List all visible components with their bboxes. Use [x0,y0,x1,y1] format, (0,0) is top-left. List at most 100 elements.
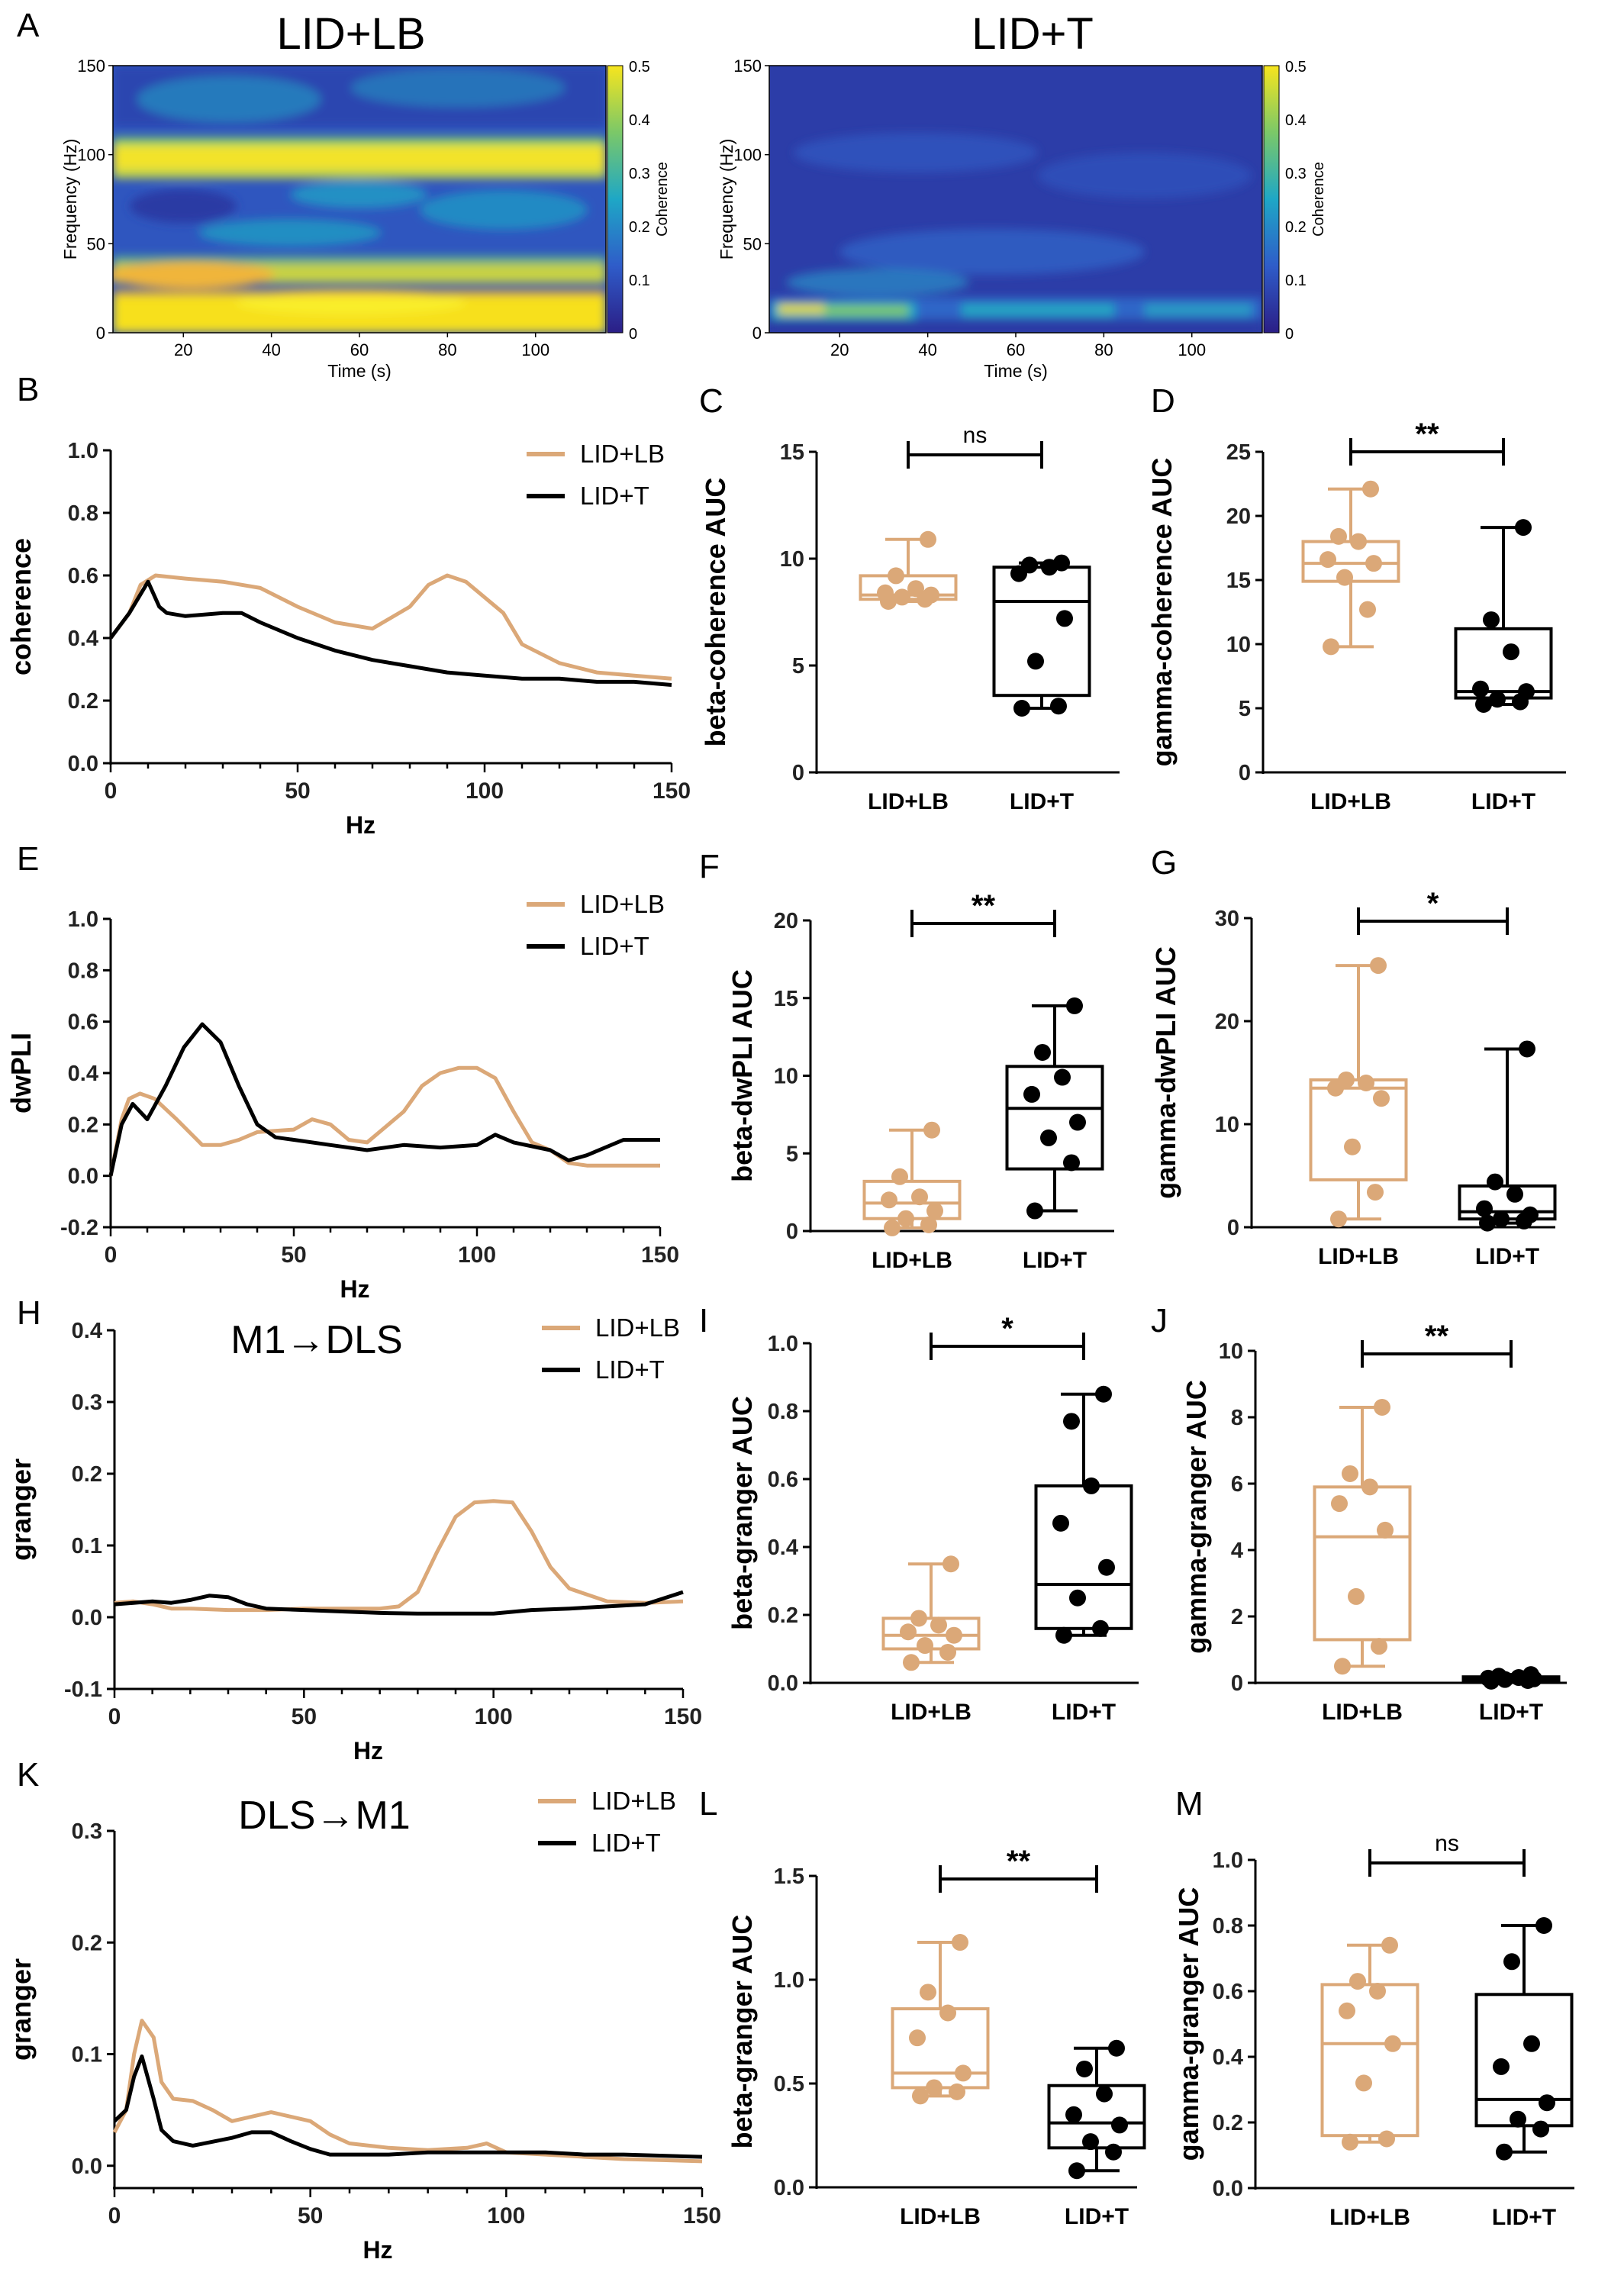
data-point [1359,601,1376,618]
data-point [910,1610,927,1627]
spec-ytick-label: 100 [77,146,105,165]
x-tick-label: 50 [292,1704,317,1729]
y-tick-label: 0.6 [768,1468,798,1492]
panel-letter: L [699,1785,717,1823]
data-point [1522,1666,1539,1684]
panel-letter: D [1151,382,1175,420]
y-tick-label: -0.1 [64,1677,102,1702]
legend-label: LID+LB [595,1313,680,1342]
y-tick-label: 25 [1226,440,1251,465]
data-point [952,1934,968,1951]
spec-ytick-label: 0 [752,324,762,343]
data-point [1362,480,1379,498]
x-tick-label: 100 [458,1242,496,1268]
y-tick-label: 0.2 [1213,2111,1243,2135]
category-label: LID+T [1065,2204,1129,2229]
data-point [1076,2060,1093,2077]
colorbar-tick-label: 0.4 [629,112,650,129]
category-label: LID+T [1492,2205,1556,2230]
panel-letter-a: A [17,7,40,44]
y-tick-label: 0.8 [68,501,98,526]
category-label: LID+T [1023,1248,1087,1273]
data-point [926,2079,942,2096]
data-point [1069,1589,1086,1607]
y-axis-label: beta-coherence AUC [700,478,731,747]
box-lid-lb [859,530,958,610]
colorbar-tick-label: 0.5 [1285,59,1307,76]
spectrogram-lid-t: LID+T [768,9,1280,334]
data-point [1026,1202,1043,1220]
series-line-lid-t [108,1022,660,1177]
panel-letter: M [1175,1785,1204,1823]
x-axis-label: Hz [362,2236,392,2264]
y-tick-label: 2 [1231,1605,1243,1629]
box-lid-lb [1301,480,1400,656]
chart-panel-i: I 0.0 0.2 0.4 0.6 0.8 1.0 beta-granger AUC LID+L… [699,1302,1139,1725]
data-point [1338,1071,1355,1088]
data-point [1092,1619,1109,1637]
data-point [1358,1075,1374,1091]
spec-xtick-label: 20 [174,340,192,359]
data-point [1021,556,1038,574]
significance-label: ** [1007,1845,1031,1878]
legend-label: LID+LB [580,440,665,468]
colorbar-label: Coherence [1310,162,1327,237]
data-point [1349,1973,1366,1990]
y-tick-label: 1.0 [68,907,98,932]
series-line-lid-lb [112,2019,703,2164]
category-label: LID+LB [1322,1700,1403,1725]
data-point [920,1984,936,2001]
y-axis-label: granger [5,1458,37,1561]
category-label: LID+LB [900,2204,981,2229]
y-axis-label: gamma-dwPLI AUC [1150,946,1181,1199]
x-axis-label: Hz [346,811,375,839]
y-tick-label: 0.4 [768,1536,798,1560]
box-iqr [1047,2084,1146,2150]
spectrogram-lid-lb: A LID+LB [17,7,624,334]
y-tick-label: 0 [1227,1216,1239,1240]
spec-ytick-label: 150 [733,56,762,76]
y-tick-label: 20 [1215,1010,1239,1034]
y-tick-label: 0.8 [68,959,98,983]
data-point [1323,638,1339,656]
data-point [881,1191,897,1209]
data-point [1489,691,1506,708]
chart-panel-b: B 0.0 0.2 0.4 0.6 0.8 1.0 coherence 0 50 100 150 Hz L… [5,371,691,839]
y-tick-label: 0.0 [1213,2177,1243,2201]
data-point [1522,1206,1539,1223]
data-point [877,584,894,601]
colorbar-tick-label: 0.1 [629,272,650,289]
x-axis-label: Hz [340,1275,369,1303]
x-tick-label: 0 [105,778,118,804]
category-label: LID+LB [1310,789,1391,814]
y-tick-label: 0.6 [1213,1980,1243,2004]
y-tick-label: 0.8 [768,1400,798,1424]
significance-label: ** [972,889,996,923]
category-label: LID+T [1479,1700,1543,1725]
y-tick-label: 0.4 [68,627,98,651]
box-lid-t [1047,2039,1146,2180]
box-lid-t [1458,1040,1557,1232]
data-point [907,580,924,598]
data-point [1027,653,1044,670]
data-point [1532,2120,1549,2138]
data-point [888,567,904,585]
legend-label: LID+T [595,1355,665,1384]
y-tick-label: 0.1 [72,2043,102,2067]
data-point [930,1616,947,1634]
spec-xtick-label: 60 [350,340,369,359]
data-point [1377,1521,1394,1539]
chart-panel-j: J 0 2 4 6 8 10 gamma-granger AUC LID+LB LID+T ** [1151,1302,1567,1725]
y-tick-label: 10 [1219,1339,1243,1364]
data-point [1475,695,1492,713]
y-tick-label: 0.4 [72,1319,102,1343]
data-point [1063,1154,1080,1172]
colorbar-tick-label: 0.2 [1285,219,1307,236]
box-iqr [1313,1485,1412,1642]
series-line-lid-lb [114,1499,684,1613]
data-point [1054,1068,1071,1086]
box-iqr [992,566,1091,698]
panel-letter: G [1151,844,1177,881]
colorbar-tick-label: 0.4 [1285,112,1307,129]
